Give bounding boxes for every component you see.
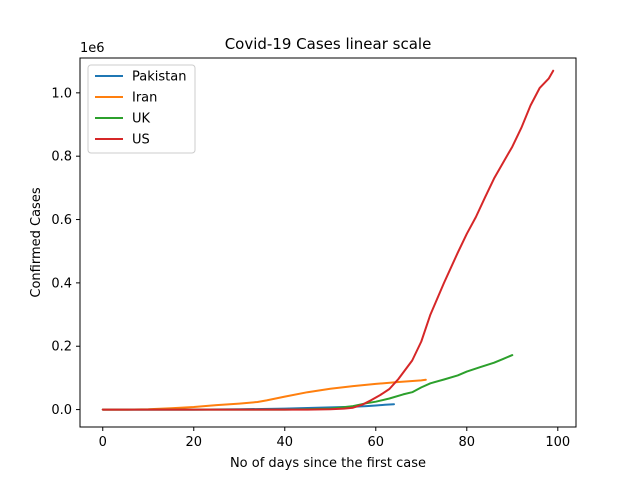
x-tick-label: 40 [276, 435, 293, 450]
y-tick-label: 0.0 [51, 403, 72, 418]
x-tick-label: 0 [99, 435, 107, 450]
x-tick-label: 80 [459, 435, 476, 450]
y-tick-label: 0.4 [51, 276, 72, 291]
legend-label-pakistan: Pakistan [132, 70, 186, 85]
y-tick-label: 1.0 [51, 86, 72, 101]
x-tick-label: 20 [185, 435, 202, 450]
x-axis: 0 20 40 60 80 100 [99, 427, 570, 450]
y-tick-label: 0.8 [51, 150, 72, 165]
legend: Pakistan Iran UK US [87, 64, 196, 154]
legend-label-iran: Iran [132, 91, 157, 106]
x-tick-label: 60 [368, 435, 385, 450]
legend-frame [87, 64, 196, 154]
plot-frame [79, 57, 577, 428]
y-axis-title: Confirmed Cases [29, 187, 44, 297]
x-axis-title: No of days since the first case [230, 456, 426, 471]
series-line-us [101, 69, 555, 411]
legend-label-uk: UK [132, 112, 151, 127]
x-tick-label: 100 [545, 435, 570, 450]
series-lines [101, 69, 555, 411]
y-axis: 0.0 0.2 0.4 0.6 0.8 1.0 [51, 86, 80, 418]
y-tick-label: 0.2 [51, 340, 72, 355]
chart-title: Covid-19 Cases linear scale [225, 35, 432, 53]
legend-label-us: US [132, 133, 150, 148]
y-tick-label: 0.6 [51, 213, 72, 228]
y-offset-label: 1e6 [80, 41, 105, 56]
